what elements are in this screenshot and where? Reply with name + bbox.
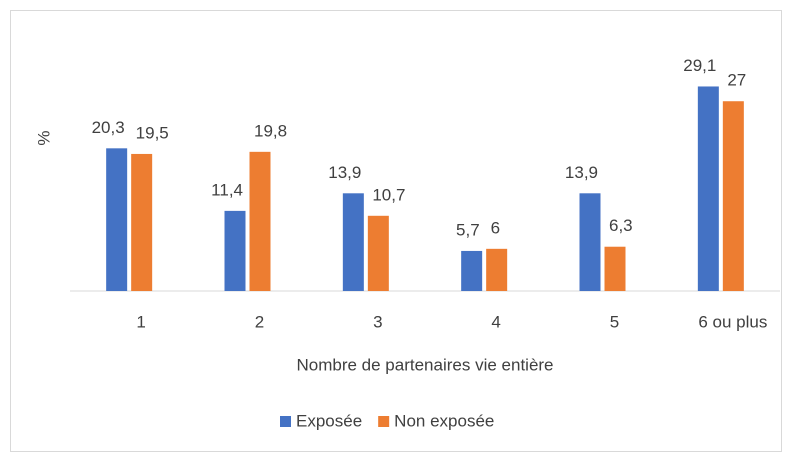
- bar: [486, 248, 508, 291]
- data-label: 19,5: [136, 123, 169, 142]
- data-label: 19,8: [254, 121, 287, 140]
- x-axis-title: Nombre de partenaires vie entière: [296, 355, 553, 374]
- data-label: 5,7: [456, 220, 480, 239]
- data-label: 20,3: [92, 118, 125, 137]
- legend-label: Exposée: [296, 411, 362, 430]
- data-label: 10,7: [372, 185, 405, 204]
- bar: [461, 250, 483, 291]
- bar: [131, 153, 153, 291]
- bar: [224, 210, 246, 291]
- data-label: 6: [491, 218, 500, 237]
- x-tick-label: 4: [491, 312, 500, 331]
- bar: [722, 101, 744, 291]
- x-tick-label: 3: [373, 312, 382, 331]
- x-tick-label: 2: [255, 312, 264, 331]
- data-label: 13,9: [565, 163, 598, 182]
- x-tick-label: 1: [136, 312, 145, 331]
- bar: [604, 246, 626, 291]
- x-tick-label: 5: [610, 312, 619, 331]
- legend-swatch: [378, 416, 390, 427]
- data-label: 6,3: [609, 216, 633, 235]
- data-label: 13,9: [328, 163, 361, 182]
- data-label: 27: [727, 71, 746, 90]
- data-label: 29,1: [683, 56, 716, 75]
- bar: [249, 151, 271, 291]
- y-axis-title: %: [34, 130, 53, 145]
- legend-swatch: [280, 416, 291, 427]
- bar: [579, 193, 601, 291]
- x-tick-label: 6 ou plus: [698, 312, 767, 331]
- legend-label: Non exposée: [394, 411, 494, 430]
- data-label: 11,4: [211, 180, 243, 199]
- bar: [342, 193, 364, 291]
- bar: [367, 215, 389, 291]
- bar: [697, 86, 719, 292]
- bar: [106, 148, 128, 291]
